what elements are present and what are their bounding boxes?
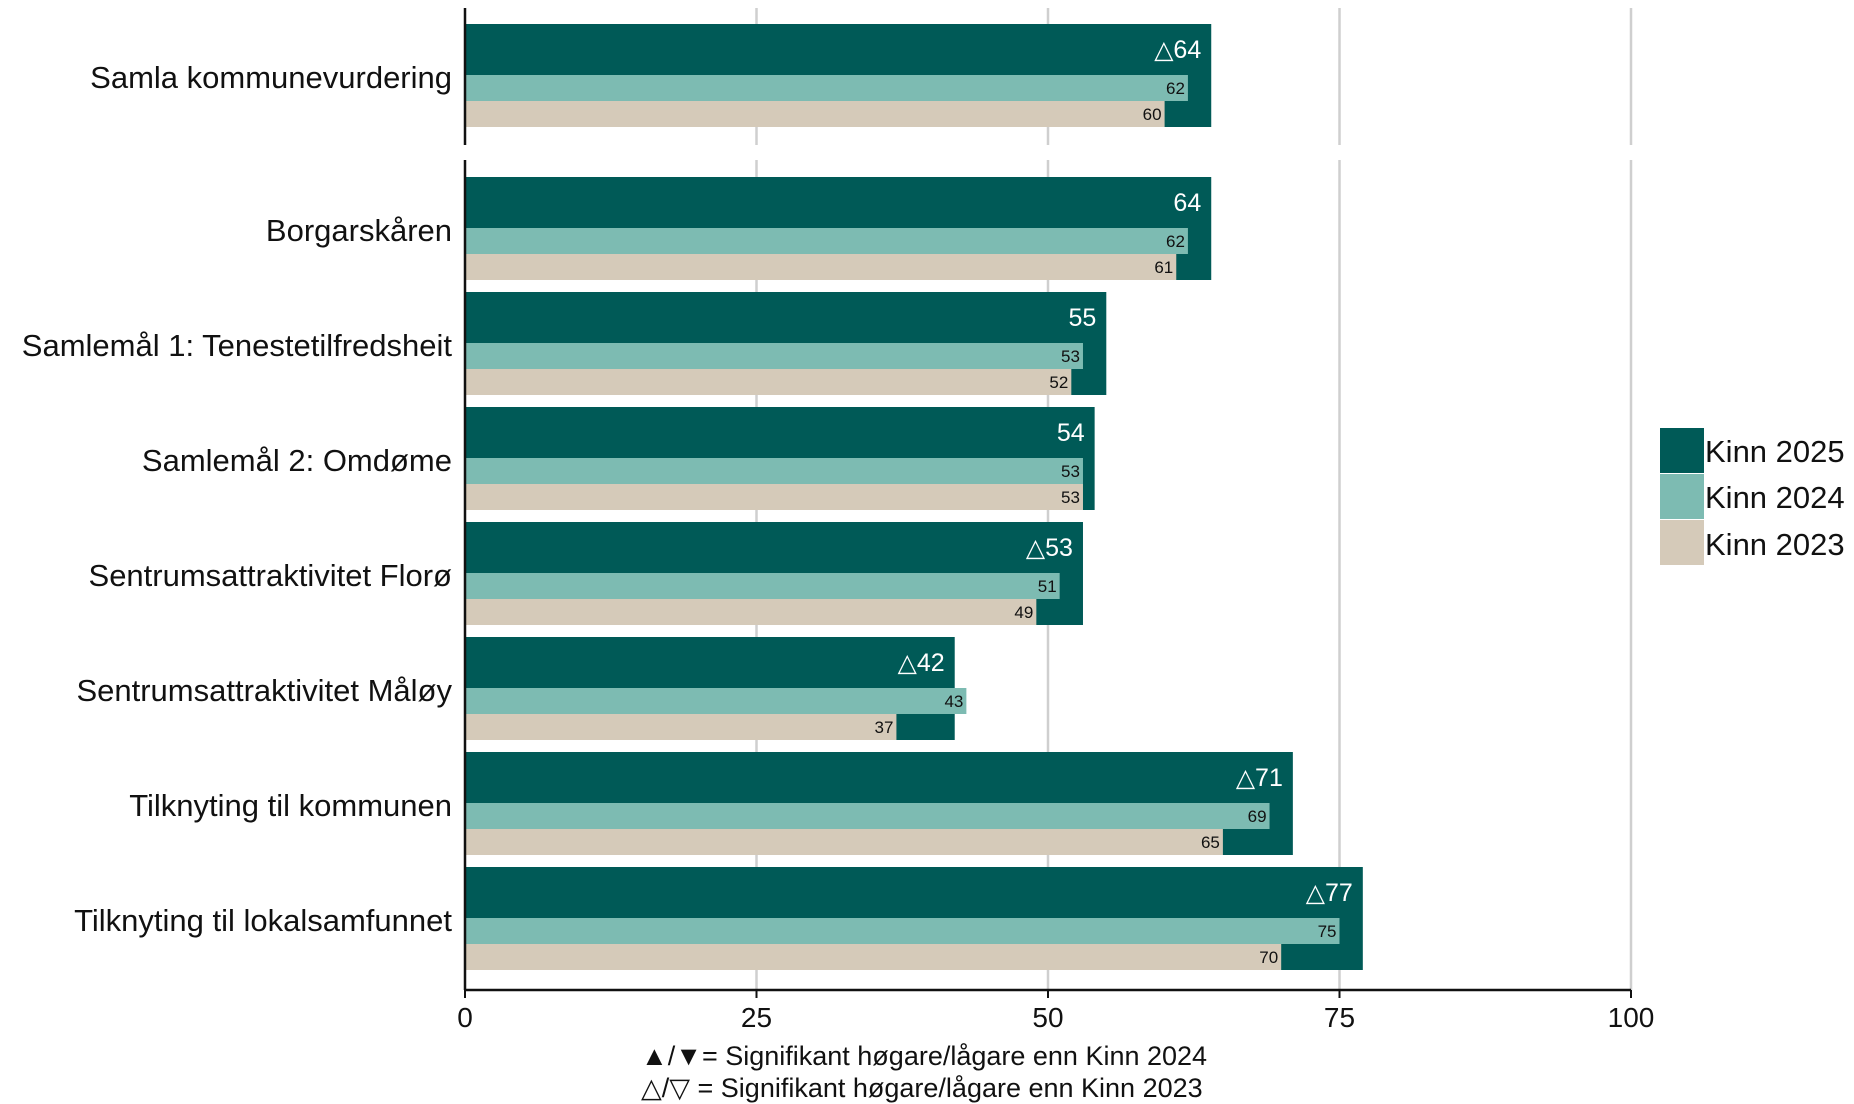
value-label-kinn-2023: 49 — [1014, 603, 1033, 622]
bar-kinn-2024 — [465, 343, 1083, 369]
bar-kinn-2023 — [465, 599, 1037, 625]
bar-group: 54 53 53 — [465, 407, 1095, 510]
bar-group: △53 51 49 — [465, 522, 1083, 625]
value-label-kinn-2025: 55 — [1068, 304, 1096, 332]
value-label-kinn-2023: 53 — [1061, 488, 1080, 507]
bar-groups: △646260646261555352545353△535149△424337△… — [465, 24, 1363, 970]
value-label-kinn-2024: 62 — [1166, 232, 1185, 251]
value-label-kinn-2023: 37 — [874, 718, 893, 737]
category-label: Sentrumsattraktivitet Florø — [89, 558, 453, 593]
bar-group: △77 75 70 — [465, 867, 1363, 970]
value-label-kinn-2025: △42 — [898, 649, 945, 677]
bar-kinn-2024 — [465, 458, 1083, 484]
value-label-kinn-2024: 62 — [1166, 79, 1185, 98]
legend-label-kinn-2025: Kinn 2025 — [1705, 434, 1845, 469]
legend: Kinn 2025 Kinn 2024 Kinn 2023 — [1660, 428, 1845, 565]
value-label-kinn-2023: 52 — [1049, 373, 1068, 392]
bar-kinn-2023 — [465, 714, 897, 740]
bar-kinn-2024 — [465, 803, 1270, 829]
bar-kinn-2023 — [465, 369, 1072, 395]
value-label-kinn-2025: △64 — [1154, 36, 1201, 64]
bar-group: 64 62 61 — [465, 177, 1212, 280]
category-label: Samlemål 2: Omdøme — [142, 443, 452, 478]
value-label-kinn-2025: 54 — [1057, 419, 1085, 447]
bar-kinn-2024 — [465, 918, 1340, 944]
x-tick-label-75: 75 — [1324, 1002, 1355, 1033]
category-label: Tilknyting til kommunen — [129, 788, 452, 823]
bar-group: △71 69 65 — [465, 752, 1293, 855]
category-labels: Samla kommunevurdering Borgarskåren Samlem… — [22, 60, 453, 938]
value-label-kinn-2023: 70 — [1259, 948, 1278, 967]
axes: 0 25 50 75 100 — [457, 8, 1654, 1033]
bar-kinn-2023 — [465, 101, 1165, 127]
value-label-kinn-2024: 53 — [1061, 462, 1080, 481]
value-label-kinn-2025: △71 — [1236, 764, 1283, 792]
category-label: Borgarskåren — [266, 213, 452, 248]
category-label: Tilknyting til lokalsamfunnet — [74, 903, 452, 938]
x-tick-label-50: 50 — [1032, 1002, 1063, 1033]
bar-group: △42 43 37 — [465, 637, 967, 740]
value-label-kinn-2025: 64 — [1173, 189, 1201, 217]
bar-kinn-2023 — [465, 254, 1177, 280]
value-label-kinn-2024: 69 — [1248, 807, 1267, 826]
bar-kinn-2023 — [465, 944, 1282, 970]
value-label-kinn-2025: △77 — [1306, 879, 1353, 907]
bar-kinn-2023 — [465, 829, 1223, 855]
value-label-kinn-2024: 51 — [1038, 577, 1057, 596]
bar-group: 55 53 52 — [465, 292, 1107, 395]
category-label: Samlemål 1: Tenestetilfredsheit — [22, 328, 453, 363]
category-label: Samla kommunevurdering — [90, 60, 452, 95]
bar-kinn-2023 — [465, 484, 1083, 510]
legend-swatch-kinn-2024 — [1660, 474, 1704, 519]
significance-notes: ▲/▼= Signifikant høgare/lågare enn Kinn … — [641, 1041, 1207, 1103]
value-label-kinn-2024: 53 — [1061, 347, 1080, 366]
legend-label-kinn-2024: Kinn 2024 — [1705, 480, 1845, 515]
bar-kinn-2024 — [465, 573, 1060, 599]
x-tick-label-100: 100 — [1608, 1002, 1655, 1033]
x-tick-label-0: 0 — [457, 1002, 473, 1033]
legend-label-kinn-2023: Kinn 2023 — [1705, 527, 1845, 562]
value-label-kinn-2023: 60 — [1143, 105, 1162, 124]
bar-kinn-2024 — [465, 75, 1188, 101]
value-label-kinn-2024: 43 — [944, 692, 963, 711]
value-label-kinn-2024: 75 — [1318, 922, 1337, 941]
value-label-kinn-2023: 65 — [1201, 833, 1220, 852]
bar-kinn-2024 — [465, 228, 1188, 254]
legend-swatch-kinn-2023 — [1660, 520, 1704, 565]
category-label: Sentrumsattraktivitet Måløy — [76, 673, 452, 708]
value-label-kinn-2025: △53 — [1026, 534, 1073, 562]
note-vs-2023: △/▽ = Signifikant høgare/lågare enn Kinn… — [641, 1073, 1203, 1103]
legend-swatch-kinn-2025 — [1660, 428, 1704, 473]
note-vs-2024: ▲/▼= Signifikant høgare/lågare enn Kinn … — [641, 1041, 1207, 1071]
bar-kinn-2024 — [465, 688, 967, 714]
x-tick-label-25: 25 — [741, 1002, 772, 1033]
value-label-kinn-2023: 61 — [1154, 258, 1173, 277]
